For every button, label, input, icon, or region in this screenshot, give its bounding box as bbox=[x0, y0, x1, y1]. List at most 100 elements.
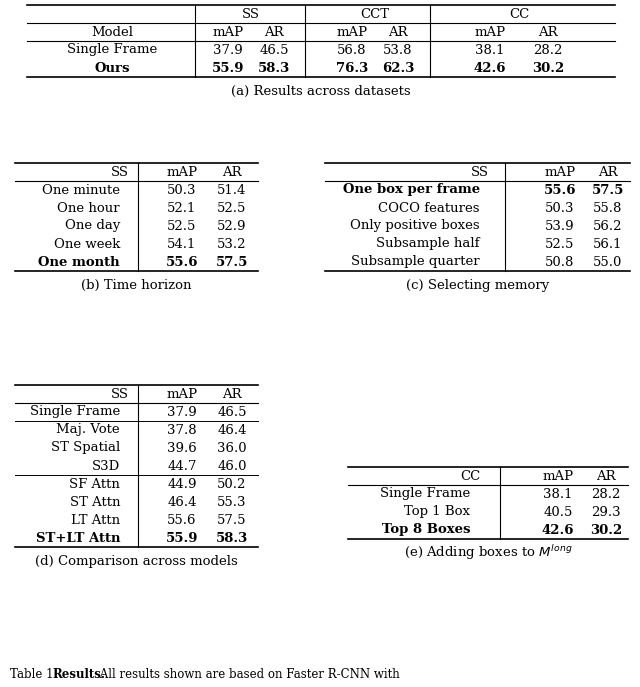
Text: 55.3: 55.3 bbox=[217, 495, 247, 508]
Text: 40.5: 40.5 bbox=[543, 506, 573, 519]
Text: SS: SS bbox=[111, 166, 129, 179]
Text: 38.1: 38.1 bbox=[543, 488, 573, 501]
Text: 36.0: 36.0 bbox=[217, 442, 247, 455]
Text: 50.3: 50.3 bbox=[167, 183, 196, 196]
Text: ST Spatial: ST Spatial bbox=[51, 442, 120, 455]
Text: 46.5: 46.5 bbox=[259, 43, 289, 56]
Text: mAP: mAP bbox=[474, 25, 506, 38]
Text: All results shown are based on Faster R-CNN with: All results shown are based on Faster R-… bbox=[96, 668, 400, 681]
Text: 55.9: 55.9 bbox=[212, 62, 244, 74]
Text: Top 1 Box: Top 1 Box bbox=[404, 506, 470, 519]
Text: 55.0: 55.0 bbox=[593, 256, 623, 269]
Text: Subsample half: Subsample half bbox=[376, 238, 480, 251]
Text: 52.5: 52.5 bbox=[218, 201, 246, 214]
Text: COCO features: COCO features bbox=[378, 201, 480, 214]
Text: 42.6: 42.6 bbox=[474, 62, 506, 74]
Text: Only positive boxes: Only positive boxes bbox=[350, 220, 480, 232]
Text: ST+LT Attn: ST+LT Attn bbox=[35, 532, 120, 545]
Text: mAP: mAP bbox=[545, 166, 575, 179]
Text: (c) Selecting memory: (c) Selecting memory bbox=[406, 278, 549, 291]
Text: 52.5: 52.5 bbox=[545, 238, 575, 251]
Text: 46.5: 46.5 bbox=[217, 405, 247, 418]
Text: Top 8 Boxes: Top 8 Boxes bbox=[381, 523, 470, 537]
Text: 56.8: 56.8 bbox=[337, 43, 367, 56]
Text: Ours: Ours bbox=[94, 62, 130, 74]
Text: 44.7: 44.7 bbox=[167, 460, 196, 473]
Text: CCT: CCT bbox=[360, 8, 390, 21]
Text: 53.9: 53.9 bbox=[545, 220, 575, 232]
Text: 37.8: 37.8 bbox=[167, 423, 197, 436]
Text: 55.6: 55.6 bbox=[166, 256, 198, 269]
Text: 57.5: 57.5 bbox=[216, 256, 248, 269]
Text: 28.2: 28.2 bbox=[591, 488, 621, 501]
Text: 56.2: 56.2 bbox=[593, 220, 623, 232]
Text: 52.9: 52.9 bbox=[217, 220, 247, 232]
Text: 42.6: 42.6 bbox=[541, 523, 574, 537]
Text: CC: CC bbox=[509, 8, 529, 21]
Text: 46.0: 46.0 bbox=[217, 460, 247, 473]
Text: 58.3: 58.3 bbox=[216, 532, 248, 545]
Text: SS: SS bbox=[111, 388, 129, 401]
Text: S3D: S3D bbox=[92, 460, 120, 473]
Text: 50.8: 50.8 bbox=[545, 256, 575, 269]
Text: 51.4: 51.4 bbox=[218, 183, 246, 196]
Text: 55.9: 55.9 bbox=[166, 532, 198, 545]
Text: Results.: Results. bbox=[52, 668, 105, 681]
Text: LT Attn: LT Attn bbox=[71, 513, 120, 526]
Text: 62.3: 62.3 bbox=[382, 62, 414, 74]
Text: Subsample quarter: Subsample quarter bbox=[351, 256, 480, 269]
Text: 52.1: 52.1 bbox=[167, 201, 196, 214]
Text: 55.6: 55.6 bbox=[544, 183, 576, 196]
Text: One hour: One hour bbox=[58, 201, 120, 214]
Text: SS: SS bbox=[471, 166, 489, 179]
Text: 57.5: 57.5 bbox=[592, 183, 624, 196]
Text: AR: AR bbox=[222, 166, 242, 179]
Text: mAP: mAP bbox=[337, 25, 367, 38]
Text: 53.2: 53.2 bbox=[217, 238, 247, 251]
Text: mAP: mAP bbox=[543, 471, 573, 484]
Text: Maj. Vote: Maj. Vote bbox=[56, 423, 120, 436]
Text: 28.2: 28.2 bbox=[533, 43, 563, 56]
Text: 50.3: 50.3 bbox=[545, 201, 575, 214]
Text: Single Frame: Single Frame bbox=[67, 43, 157, 56]
Text: 30.2: 30.2 bbox=[532, 62, 564, 74]
Text: 56.1: 56.1 bbox=[593, 238, 623, 251]
Text: 46.4: 46.4 bbox=[217, 423, 247, 436]
Text: AR: AR bbox=[538, 25, 558, 38]
Text: 76.3: 76.3 bbox=[336, 62, 368, 74]
Text: 55.6: 55.6 bbox=[167, 513, 196, 526]
Text: ST Attn: ST Attn bbox=[70, 495, 120, 508]
Text: mAP: mAP bbox=[166, 166, 198, 179]
Text: AR: AR bbox=[596, 471, 616, 484]
Text: 44.9: 44.9 bbox=[167, 477, 196, 491]
Text: 37.9: 37.9 bbox=[167, 405, 197, 418]
Text: 39.6: 39.6 bbox=[167, 442, 197, 455]
Text: 53.8: 53.8 bbox=[383, 43, 413, 56]
Text: AR: AR bbox=[264, 25, 284, 38]
Text: (d) Comparison across models: (d) Comparison across models bbox=[35, 554, 238, 567]
Text: CC: CC bbox=[460, 471, 480, 484]
Text: One week: One week bbox=[54, 238, 120, 251]
Text: 29.3: 29.3 bbox=[591, 506, 621, 519]
Text: 54.1: 54.1 bbox=[167, 238, 196, 251]
Text: mAP: mAP bbox=[166, 388, 198, 401]
Text: 38.1: 38.1 bbox=[476, 43, 505, 56]
Text: 50.2: 50.2 bbox=[218, 477, 246, 491]
Text: Single Frame: Single Frame bbox=[29, 405, 120, 418]
Text: Table 1:: Table 1: bbox=[10, 668, 61, 681]
Text: AR: AR bbox=[388, 25, 408, 38]
Text: One month: One month bbox=[38, 256, 120, 269]
Text: 46.4: 46.4 bbox=[167, 495, 196, 508]
Text: 58.3: 58.3 bbox=[258, 62, 290, 74]
Text: One day: One day bbox=[65, 220, 120, 232]
Text: 55.8: 55.8 bbox=[593, 201, 623, 214]
Text: 57.5: 57.5 bbox=[217, 513, 247, 526]
Text: Single Frame: Single Frame bbox=[380, 488, 470, 501]
Text: SS: SS bbox=[242, 8, 260, 21]
Text: AR: AR bbox=[598, 166, 618, 179]
Text: Model: Model bbox=[91, 25, 133, 38]
Text: 30.2: 30.2 bbox=[590, 523, 622, 537]
Text: SF Attn: SF Attn bbox=[69, 477, 120, 491]
Text: (a) Results across datasets: (a) Results across datasets bbox=[231, 85, 411, 98]
Text: One minute: One minute bbox=[42, 183, 120, 196]
